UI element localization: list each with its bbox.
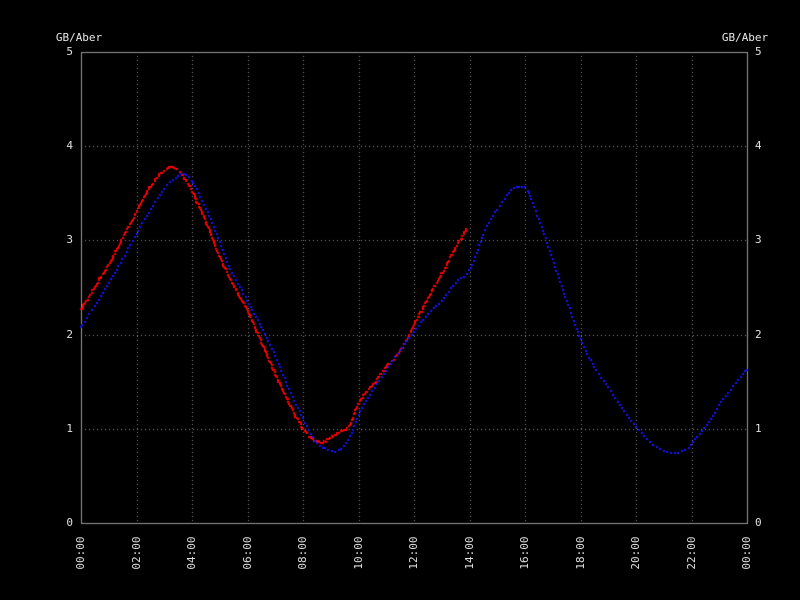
x-tick-label: 20:00: [629, 536, 642, 570]
x-tick-label: 02:00: [129, 536, 143, 570]
x-tick-label: 04:00: [185, 536, 198, 570]
x-tick-label: 16:00: [518, 536, 531, 570]
y-tick-label-right: 5: [755, 45, 762, 58]
y-tick-label-left: 0: [66, 516, 73, 529]
x-tick-label: 08:00: [296, 536, 309, 570]
x-tick-label: 06:00: [240, 536, 254, 570]
y-tick-label-right: 1: [755, 421, 762, 435]
y-tick-label-left: 5: [66, 45, 73, 58]
y-tick-label-left: 2: [66, 327, 73, 341]
x-tick-label: 22:00: [684, 536, 698, 570]
y-tick-label-right: 4: [755, 139, 762, 153]
x-tick-label: 18:00: [573, 536, 587, 570]
y-tick-label-right: 0: [755, 516, 762, 529]
x-tick-label: 00:00: [74, 536, 87, 570]
x-tick-label: 12:00: [407, 536, 420, 570]
x-tick-label: 00:00: [740, 536, 753, 570]
y-tick-label-right: 3: [755, 233, 762, 247]
y-tick-label-left: 3: [66, 233, 73, 247]
station-label-right: GB/Aber: [721, 31, 769, 44]
x-tick-label: 10:00: [351, 536, 365, 570]
y-tick-label-left: 4: [66, 139, 73, 153]
x-tick-label: 14:00: [462, 536, 476, 570]
y-tick-label-left: 1: [66, 421, 73, 435]
station-label-left: GB/Aber: [55, 31, 103, 44]
y-tick-label-right: 2: [755, 327, 762, 341]
